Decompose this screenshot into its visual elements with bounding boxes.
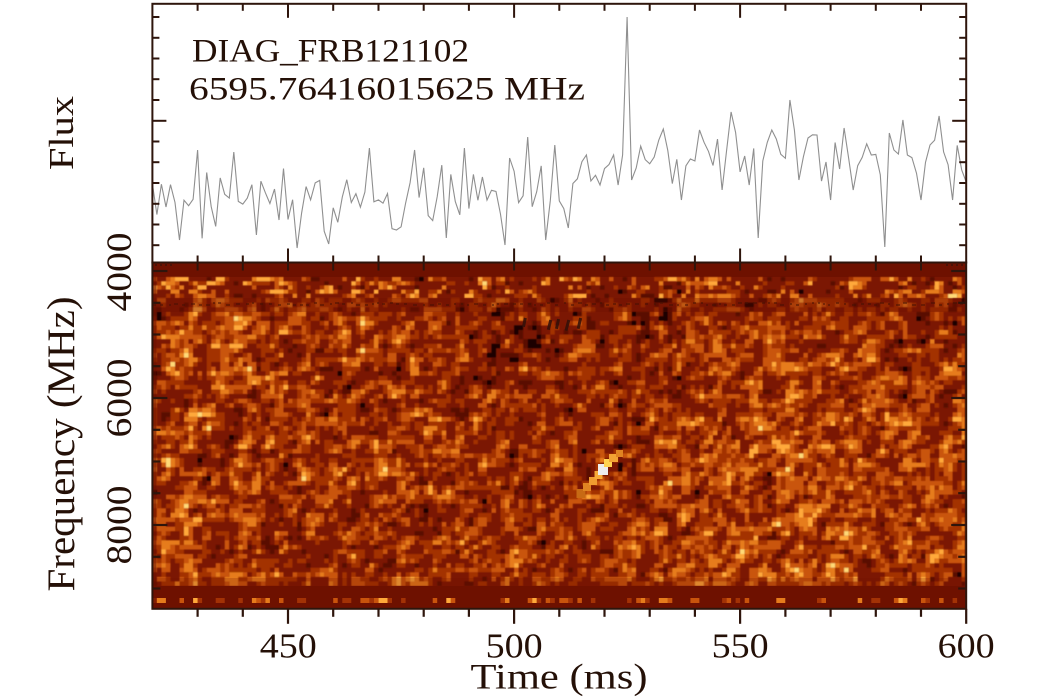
svg-text:8000: 8000 — [99, 486, 139, 565]
svg-text:600: 600 — [938, 627, 995, 666]
svg-text:550: 550 — [712, 627, 769, 666]
svg-text:4000: 4000 — [99, 233, 139, 312]
svg-text:Time (ms): Time (ms) — [471, 657, 648, 697]
svg-text:500: 500 — [486, 627, 543, 666]
svg-text:Frequency (MHz): Frequency (MHz) — [40, 297, 83, 592]
svg-text:DIAG_FRB121102: DIAG_FRB121102 — [192, 34, 469, 70]
svg-text:Flux: Flux — [42, 95, 81, 170]
svg-text:6595.76416015625 MHz: 6595.76416015625 MHz — [189, 71, 585, 107]
svg-text:6000: 6000 — [99, 359, 139, 438]
svg-text:450: 450 — [260, 627, 317, 666]
